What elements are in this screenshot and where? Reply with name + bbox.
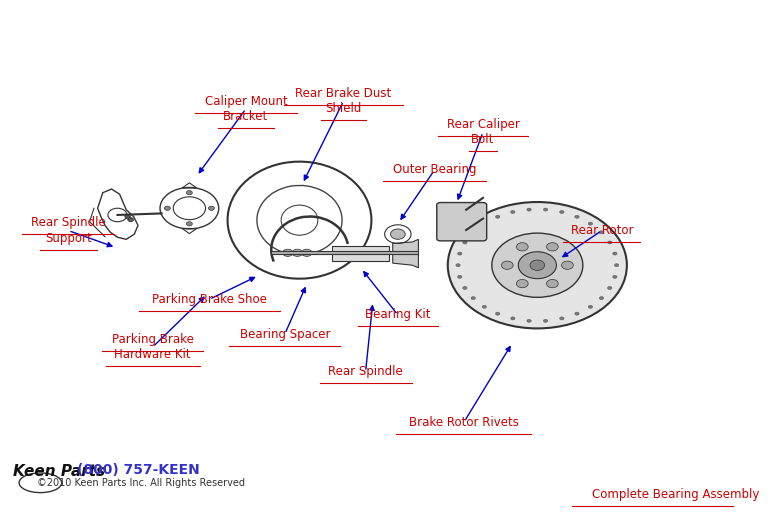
Circle shape [482,305,487,308]
Circle shape [482,222,487,225]
Circle shape [527,208,531,211]
Text: Support: Support [45,232,92,245]
Text: Brake Rotor Rivets: Brake Rotor Rivets [409,415,519,429]
Circle shape [186,191,192,195]
Circle shape [501,261,513,269]
Text: Bracket: Bracket [223,110,269,123]
Polygon shape [393,239,418,268]
Text: Rear Spindle: Rear Spindle [328,365,403,379]
Text: ©2010 Keen Parts Inc. All Rights Reserved: ©2010 Keen Parts Inc. All Rights Reserve… [37,478,245,488]
Circle shape [544,208,547,211]
Circle shape [608,241,612,244]
Circle shape [547,280,558,288]
Circle shape [613,252,617,255]
Text: Rear Brake Dust: Rear Brake Dust [296,87,392,100]
Circle shape [457,275,462,278]
Circle shape [283,249,293,256]
Text: Complete Bearing Assembly: Complete Bearing Assembly [591,488,759,501]
Circle shape [186,222,192,226]
Circle shape [547,242,558,251]
Circle shape [456,264,460,267]
Circle shape [561,261,574,269]
Circle shape [495,215,500,218]
Polygon shape [346,247,353,259]
Polygon shape [370,247,378,259]
Circle shape [560,317,564,320]
Circle shape [560,210,564,213]
Circle shape [599,296,604,299]
Text: (800) 757-KEEN: (800) 757-KEEN [77,463,199,478]
Circle shape [527,319,531,322]
FancyBboxPatch shape [332,246,389,261]
Circle shape [165,206,170,210]
Circle shape [128,218,134,222]
Circle shape [599,231,604,234]
Text: Shield: Shield [326,102,362,116]
Text: Bearing Kit: Bearing Kit [365,308,430,322]
Text: Rear Rotor: Rear Rotor [571,224,633,237]
Circle shape [125,214,131,219]
Circle shape [574,215,579,218]
Circle shape [471,231,475,234]
Circle shape [588,305,593,308]
Circle shape [463,241,467,244]
Text: Rear Caliper: Rear Caliper [447,118,520,131]
Circle shape [390,229,405,239]
Text: Keen Parts: Keen Parts [12,464,105,479]
Circle shape [492,233,583,297]
Circle shape [518,252,557,279]
Text: Bolt: Bolt [471,133,494,147]
Text: Bearing Spacer: Bearing Spacer [239,327,330,341]
Text: Parking Brake: Parking Brake [112,333,193,346]
Circle shape [608,286,612,290]
Circle shape [209,206,214,210]
Polygon shape [360,247,367,259]
Circle shape [517,242,528,251]
Circle shape [613,275,617,278]
Circle shape [574,312,579,315]
Circle shape [530,260,544,270]
Polygon shape [393,247,400,259]
Circle shape [471,296,475,299]
Circle shape [588,222,593,225]
Text: Hardware Kit: Hardware Kit [115,348,191,362]
Text: Rear Spindle: Rear Spindle [31,216,105,229]
Text: Parking Brake Shoe: Parking Brake Shoe [152,293,266,306]
Circle shape [511,317,515,320]
Text: Caliper Mount: Caliper Mount [205,94,287,108]
Circle shape [544,319,547,322]
Circle shape [517,280,528,288]
FancyBboxPatch shape [437,203,487,241]
Polygon shape [382,247,389,259]
Circle shape [614,264,619,267]
Text: Outer Bearing: Outer Bearing [393,163,477,177]
Circle shape [495,312,500,315]
Circle shape [457,252,462,255]
Circle shape [511,210,515,213]
Circle shape [292,249,303,256]
Circle shape [463,286,467,290]
Circle shape [448,202,627,328]
Circle shape [302,249,312,256]
